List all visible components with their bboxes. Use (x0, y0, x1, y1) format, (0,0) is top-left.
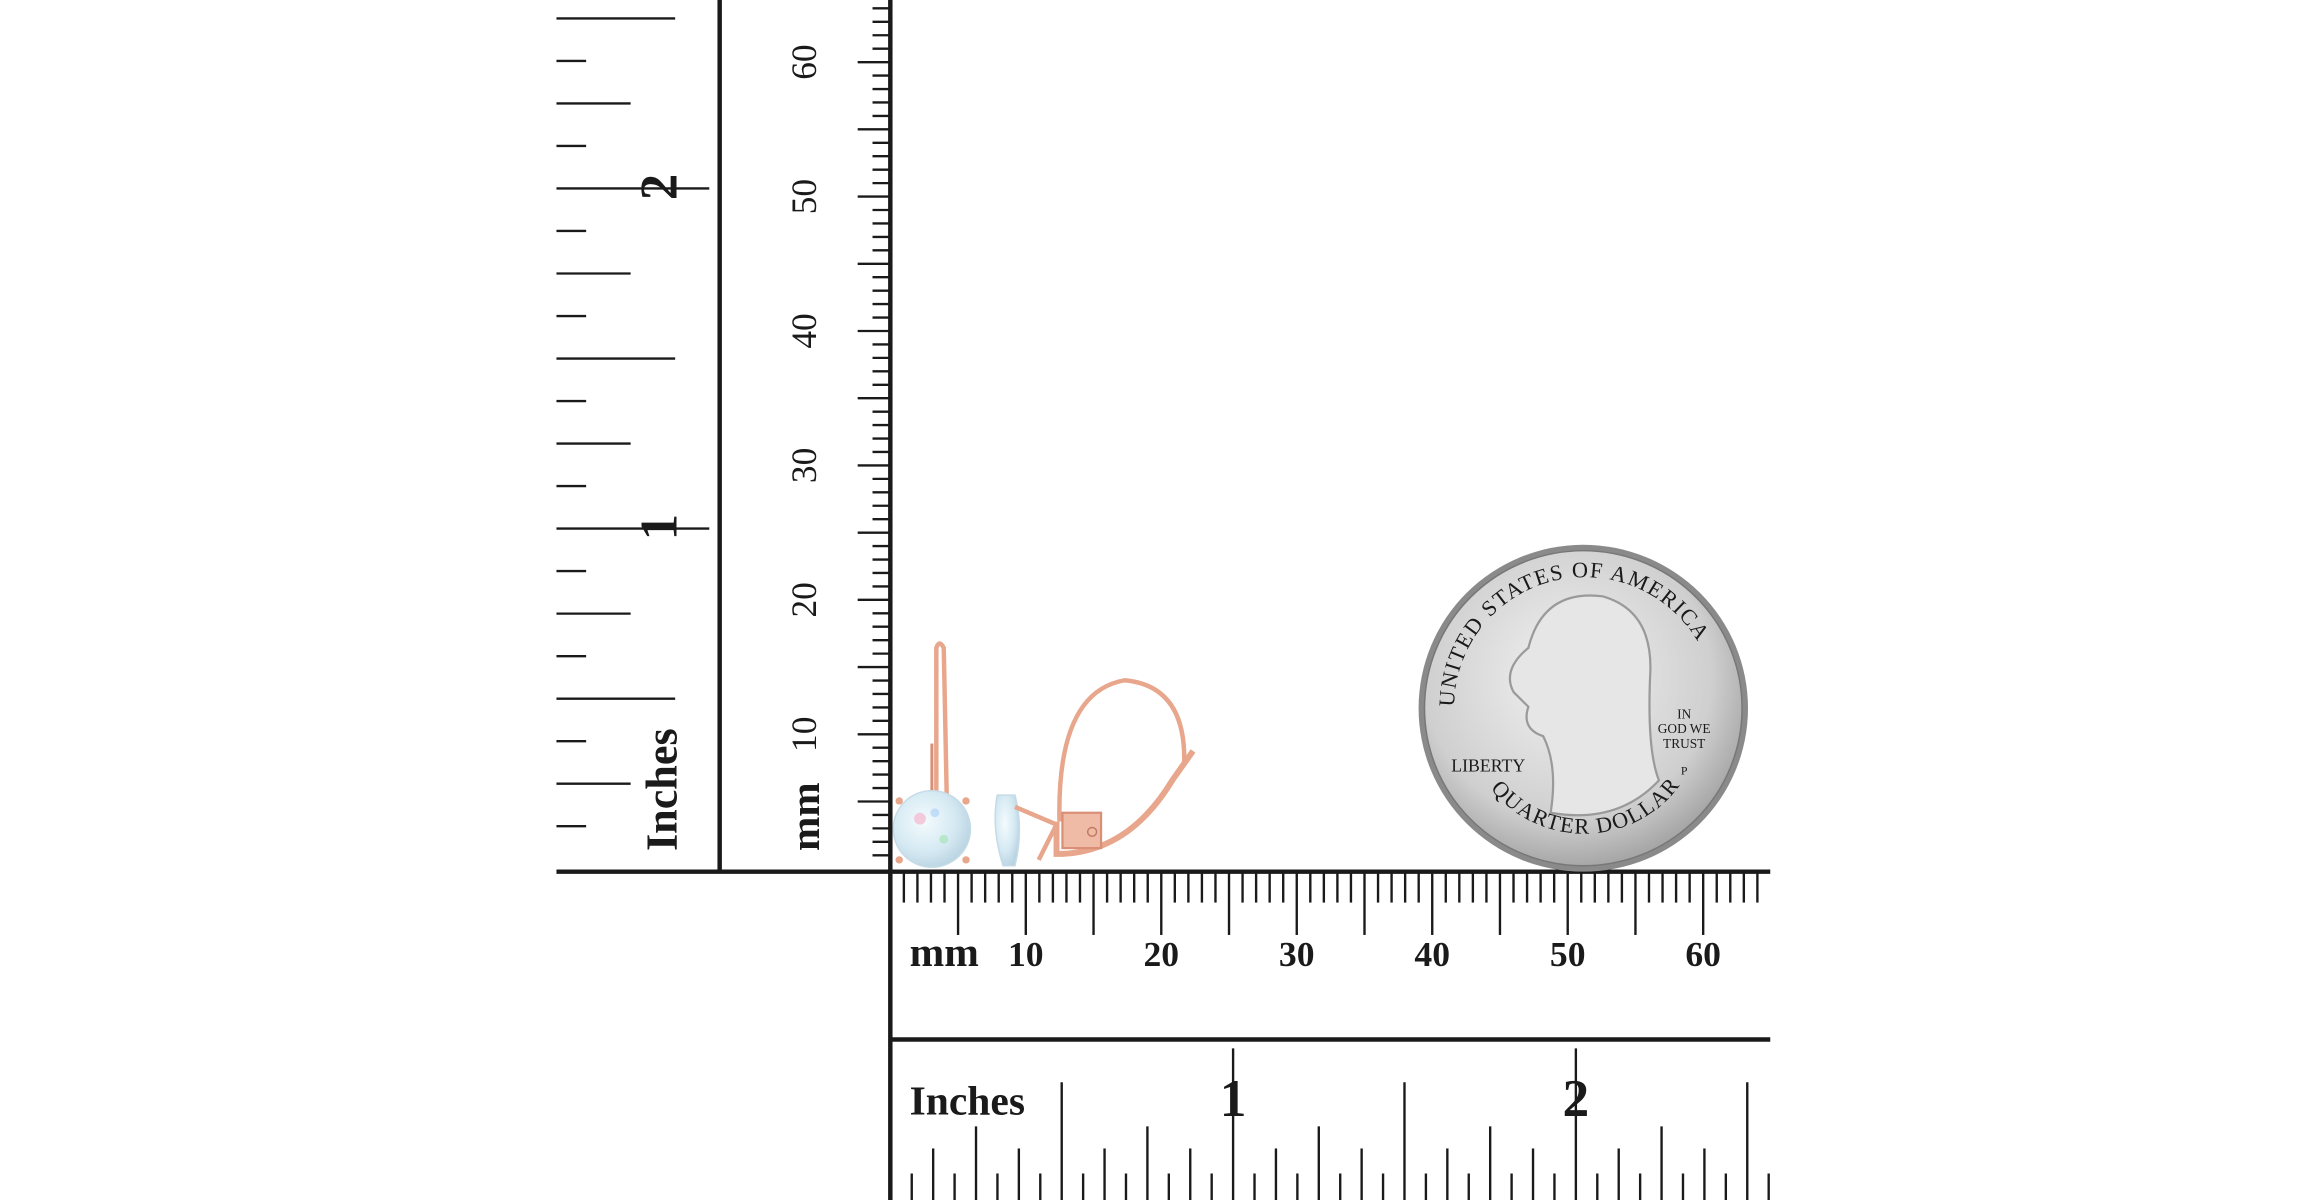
horizontal-mm-unit-label: mm (910, 929, 979, 975)
earring-front-view (892, 641, 972, 868)
horizontal-mm-label: 50 (1550, 934, 1586, 974)
left-inches-unit-label: Inches (636, 728, 686, 851)
vertical-mm-label: 30 (784, 448, 824, 483)
horizontal-mm-label: 20 (1143, 934, 1179, 974)
vertical-mm-unit-label: mm (782, 782, 828, 851)
svg-text:P: P (1681, 764, 1688, 778)
vertical-mm-label: 40 (784, 313, 824, 348)
opal-stone (892, 789, 972, 868)
horizontal-mm-label: 30 (1279, 934, 1315, 974)
left-inch-label-1: 1 (629, 514, 688, 541)
bottom-inch-label-2: 2 (1563, 1069, 1590, 1128)
svg-text:LIBERTY: LIBERTY (1451, 756, 1525, 776)
earring-side-view (994, 678, 1196, 867)
washington-portrait (1508, 594, 1661, 817)
bottom-inches-unit-label: Inches (910, 1078, 1025, 1124)
horizontal-mm-label: 60 (1685, 934, 1721, 974)
bottom-inch-label-1: 1 (1220, 1069, 1247, 1128)
vertical-mm-label: 20 (784, 582, 824, 617)
vertical-mm-label: 60 (784, 44, 824, 79)
left-inch-label-2: 2 (629, 174, 688, 201)
svg-text:TRUST: TRUST (1663, 736, 1705, 751)
svg-text:GOD WE: GOD WE (1658, 721, 1711, 736)
svg-text:IN: IN (1677, 707, 1691, 722)
quarter-dollar-coin: UNITED STATES OF AMERICA QUARTER DOLLAR … (1418, 544, 1748, 872)
vertical-mm-label: 50 (784, 179, 824, 214)
horizontal-mm-label: 10 (1008, 934, 1044, 974)
horizontal-mm-label: 40 (1414, 934, 1450, 974)
vertical-mm-label: 10 (784, 717, 824, 752)
